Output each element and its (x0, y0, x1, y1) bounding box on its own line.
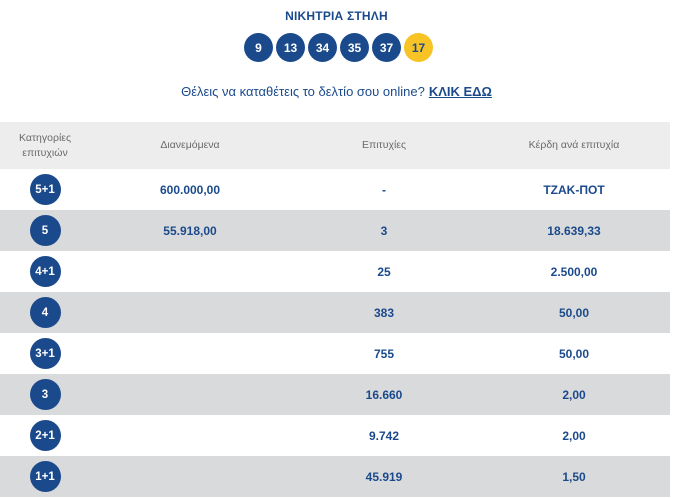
prize-cell: 18.639,33 (547, 223, 601, 238)
prize-cell: 1,50 (562, 469, 586, 484)
distributed-cell: 55.918,00 (163, 223, 217, 238)
table-header: Κατηγορίες επιτυχιών Διανεμόμενα Επιτυχί… (0, 122, 670, 169)
winning-numbers: 9 13 34 35 37 17 (0, 33, 673, 62)
prize-cell: 2,00 (562, 428, 586, 443)
number-ball: 37 (372, 33, 401, 62)
click-here-link[interactable]: ΚΛΙΚ ΕΔΩ (428, 84, 492, 99)
number-ball: 9 (244, 33, 273, 62)
category-badge: 5+1 (29, 174, 61, 205)
table-row: 4+1 25 2.500,00 (0, 251, 670, 292)
number-ball: 35 (340, 33, 369, 62)
category-badge: 2+1 (29, 420, 61, 451)
prize-table: Κατηγορίες επιτυχιών Διανεμόμενα Επιτυχί… (0, 122, 670, 497)
winners-cell: 25 (377, 264, 391, 279)
table-row: 3 16.660 2,00 (0, 374, 670, 415)
winners-cell: 3 (380, 223, 388, 238)
header-winners: Επιτυχίες (361, 139, 407, 151)
category-badge: 3 (29, 379, 61, 410)
header-distributed: Διανεμόμενα (160, 139, 220, 151)
table-row: 2+1 9.742 2,00 (0, 415, 670, 456)
header-category-line2: επιτυχιών (22, 146, 68, 159)
winners-cell: - (382, 182, 386, 197)
joker-ball: 17 (404, 33, 433, 62)
prize-cell: 2.500,00 (550, 264, 598, 279)
header-category-line1: Κατηγορίες (18, 131, 72, 144)
cta-text: Θέλεις να καταθέτεις το δελτίο σου onlin… (181, 84, 425, 99)
winners-cell: 383 (373, 305, 395, 320)
prize-cell: ΤΖΑΚ-ΠΟΤ (543, 182, 605, 197)
table-row: 1+1 45.919 1,50 (0, 456, 670, 497)
header-category: Κατηγορίες επιτυχιών (0, 131, 90, 161)
header-prize: Κέρδη ανά επιτυχία (528, 139, 620, 151)
online-cta: Θέλεις να καταθέτεις το δελτίο σου onlin… (0, 84, 673, 99)
winners-cell: 45.919 (365, 469, 403, 484)
prize-cell: 50,00 (558, 346, 590, 361)
table-row: 5 55.918,00 3 18.639,33 (0, 210, 670, 251)
category-badge: 3+1 (29, 338, 61, 369)
prize-cell: 2,00 (562, 387, 586, 402)
winners-cell: 16.660 (365, 387, 403, 402)
number-ball: 13 (276, 33, 305, 62)
winners-cell: 755 (373, 346, 395, 361)
table-row: 3+1 755 50,00 (0, 333, 670, 374)
table-row: 5+1 600.000,00 - ΤΖΑΚ-ΠΟΤ (0, 169, 670, 210)
distributed-cell: 600.000,00 (159, 182, 221, 197)
winning-title: ΝΙΚΗΤΡΙΑ ΣΤΗΛΗ (285, 9, 388, 23)
category-badge: 5 (29, 215, 61, 246)
winners-cell: 9.742 (368, 428, 400, 443)
number-ball: 34 (308, 33, 337, 62)
category-badge: 1+1 (29, 461, 61, 492)
category-badge: 4 (29, 297, 61, 328)
category-badge: 4+1 (29, 256, 61, 287)
table-row: 4 383 50,00 (0, 292, 670, 333)
prize-cell: 50,00 (558, 305, 590, 320)
